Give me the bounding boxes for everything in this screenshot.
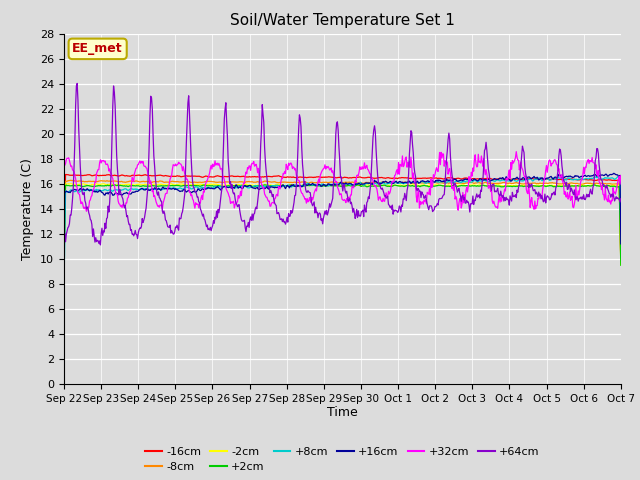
Legend: -16cm, -8cm, -2cm, +2cm, +8cm, +16cm, +32cm, +64cm: -16cm, -8cm, -2cm, +2cm, +8cm, +16cm, +3…	[141, 442, 544, 477]
Y-axis label: Temperature (C): Temperature (C)	[22, 158, 35, 260]
Text: EE_met: EE_met	[72, 42, 123, 55]
Title: Soil/Water Temperature Set 1: Soil/Water Temperature Set 1	[230, 13, 455, 28]
X-axis label: Time: Time	[327, 407, 358, 420]
